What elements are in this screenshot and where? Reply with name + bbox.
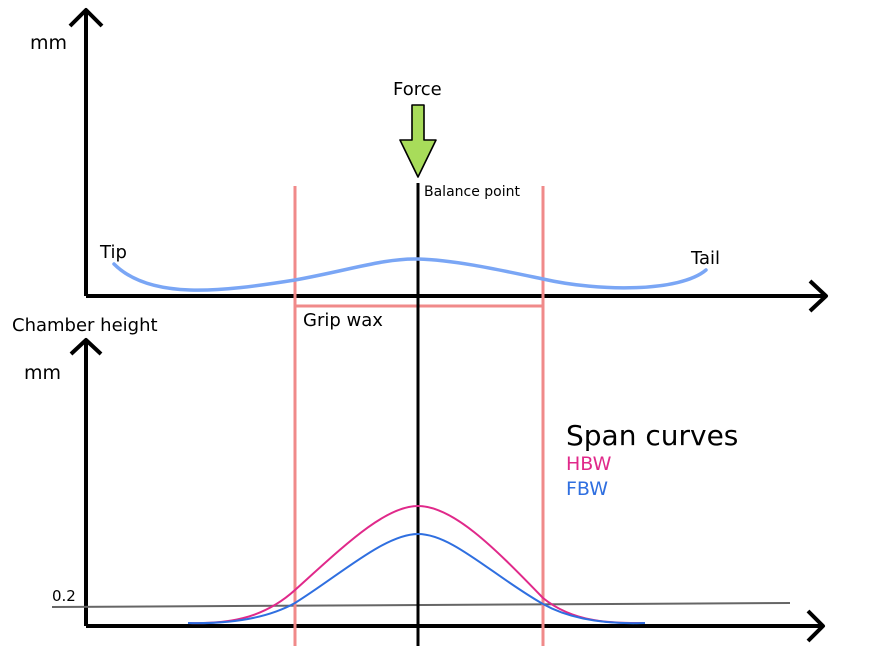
balance-point-label: Balance point [424,184,520,200]
ski-profile-curve [112,257,708,292]
legend-item-fbw: FBW [566,478,609,500]
bottom-y-unit-label: mm [24,362,62,384]
top-x-arrowhead [808,279,828,313]
tip-label: Tip [100,242,127,263]
legend-title: Span curves [566,419,739,452]
bottom-x-arrowhead [806,609,825,643]
hbw-span-curve [187,504,646,625]
grip-wax-label: Grip wax [303,310,383,331]
threshold-line [51,602,791,608]
top-y-arrowhead [68,8,104,28]
force-arrow-icon [399,104,437,178]
top-y-unit-label: mm [30,32,68,54]
fbw-span-curve [187,532,646,625]
bottom-axes [69,338,825,643]
legend-item-hbw: HBW [566,453,612,475]
threshold-value-label: 0.2 [52,587,76,605]
top-axes [68,8,828,313]
chamber-height-label: Chamber height [12,315,158,336]
bottom-y-arrowhead [69,338,103,356]
force-label: Force [393,79,442,100]
tail-label: Tail [691,248,721,269]
